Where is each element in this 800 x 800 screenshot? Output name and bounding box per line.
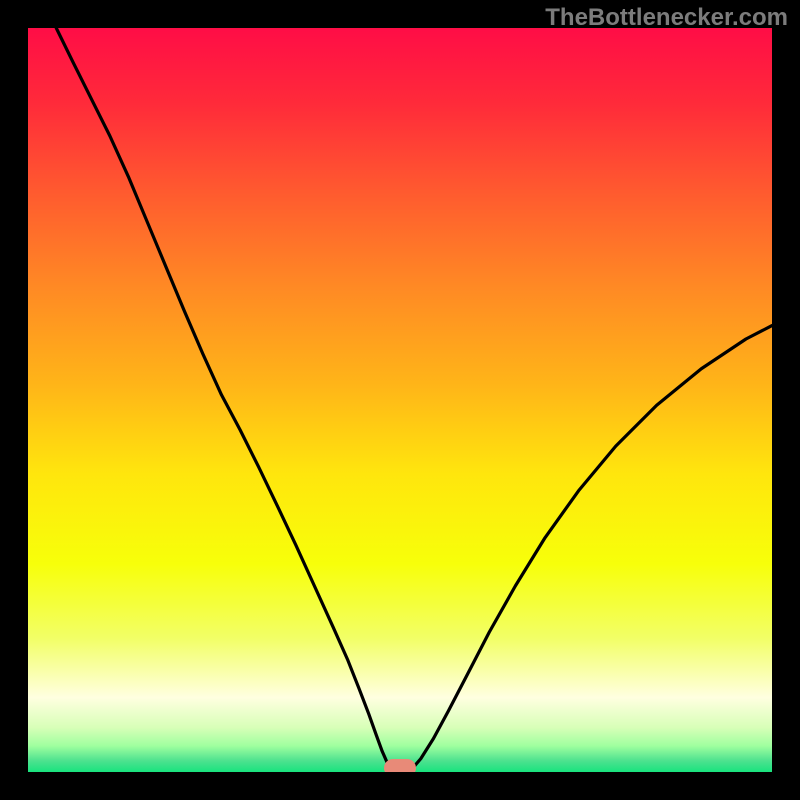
watermark-text: TheBottlenecker.com	[545, 4, 788, 32]
optimal-point-marker	[384, 759, 416, 772]
chart-frame: TheBottlenecker.com	[0, 0, 800, 800]
bottleneck-curve	[28, 28, 772, 772]
plot-area	[28, 28, 772, 772]
